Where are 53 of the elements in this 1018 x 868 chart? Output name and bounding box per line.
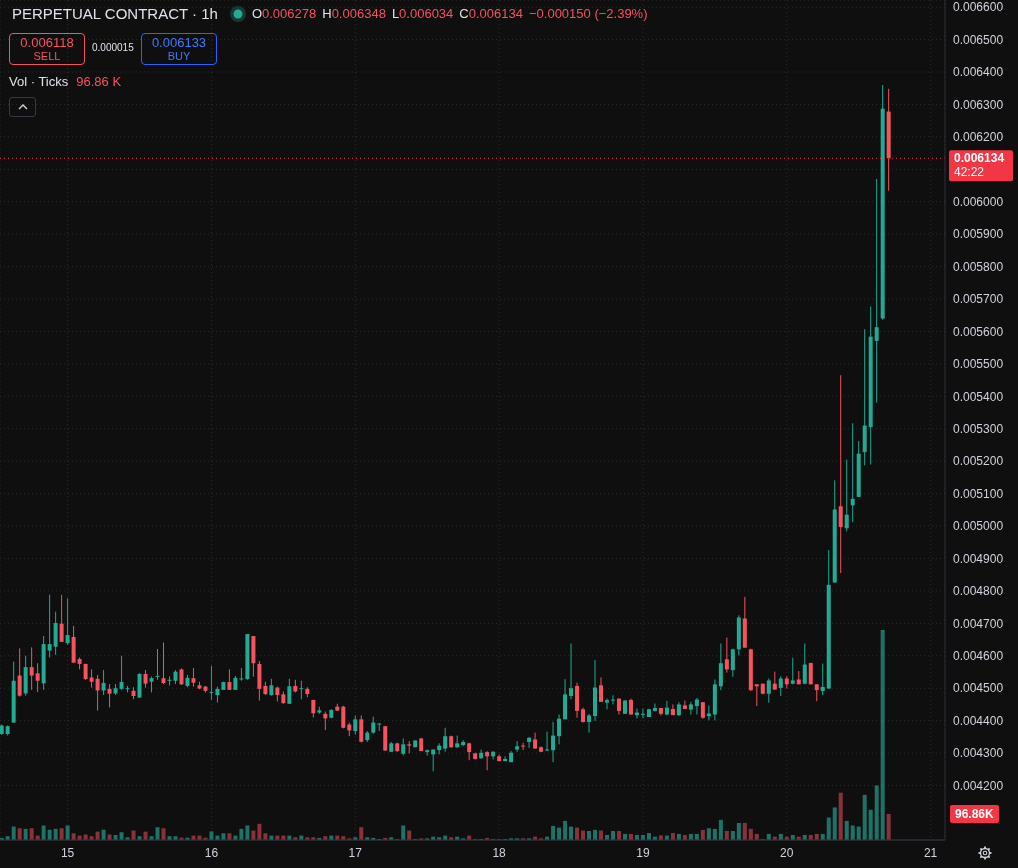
chart-title: PERPETUAL CONTRACT · 1h	[12, 5, 218, 22]
annotation: 0.006118	[20, 34, 74, 51]
text: 96.86K	[955, 806, 994, 821]
y-tick-label: 0.004900	[953, 551, 1004, 566]
x-tick-label: 15	[60, 845, 75, 860]
y-tick-label: 0.004300	[953, 746, 1004, 761]
x-tick-label: 18	[492, 845, 507, 860]
y-tick-label: 0.005300	[953, 422, 1004, 437]
y-tick-label: 0.006000	[953, 194, 1004, 209]
annotation: O	[251, 6, 263, 21]
annotation: 0.006133	[151, 34, 207, 51]
y-tick-label: 0.004500	[953, 681, 1004, 696]
y-tick-label: 0.005200	[953, 454, 1004, 469]
y-tick-label: 0.005700	[953, 292, 1004, 307]
x-tick-label: 21	[923, 845, 938, 860]
buy-button: 0.006133 BUY	[141, 33, 217, 65]
y-tick-label: 0.004600	[953, 649, 1004, 664]
x-tick-label: 20	[780, 845, 794, 860]
y-tick-label: 0.005100	[953, 486, 1004, 501]
annotation: −0.000150 (−2.39%)	[528, 6, 648, 21]
y-tick-label: 0.005600	[953, 324, 1004, 339]
y-tick-label: 0.005800	[953, 259, 1004, 274]
x-tick-label: 16	[204, 845, 219, 860]
y-tick-label: 0.006500	[953, 32, 1004, 47]
annotation: 0.000015	[92, 42, 134, 53]
annotation: SELL	[33, 50, 61, 63]
annotation: 0.006134	[468, 6, 523, 21]
text: 42:22	[954, 165, 985, 180]
y-tick-label: 0.005900	[953, 227, 1004, 242]
y-tick-label: 0.005500	[953, 357, 1004, 372]
annotation: C	[459, 6, 469, 21]
y-tick-label: 0.006300	[953, 97, 1004, 112]
chart-title: Vol · Ticks	[9, 74, 69, 89]
y-tick-label: 0.006200	[953, 130, 1004, 145]
annotation: BUY	[167, 50, 191, 63]
annotation: 0.006278	[262, 6, 317, 21]
annotation: 0.006348	[331, 6, 386, 21]
y-tick-label: 0.004800	[953, 584, 1004, 599]
y-tick-label: 0.004700	[953, 616, 1004, 631]
annotation: 96.86 K	[76, 74, 122, 89]
y-tick-label: 0.004200	[953, 778, 1004, 793]
annotation: H	[322, 6, 332, 21]
ref-line-label: 0.006134	[954, 151, 1005, 166]
annotation: L	[391, 6, 400, 21]
y-tick-label: 0.005400	[953, 389, 1004, 404]
x-tick-label: 17	[348, 845, 363, 860]
annotation: 0.006034	[399, 6, 454, 21]
y-tick-label: 0.006400	[953, 65, 1004, 80]
y-tick-label: 0.004400	[953, 713, 1004, 728]
x-tick-label: 19	[636, 845, 650, 860]
sell-button: 0.006118 SELL	[9, 33, 85, 65]
y-tick-label: 0.006600	[953, 0, 1004, 15]
y-tick-label: 0.005000	[953, 519, 1004, 534]
